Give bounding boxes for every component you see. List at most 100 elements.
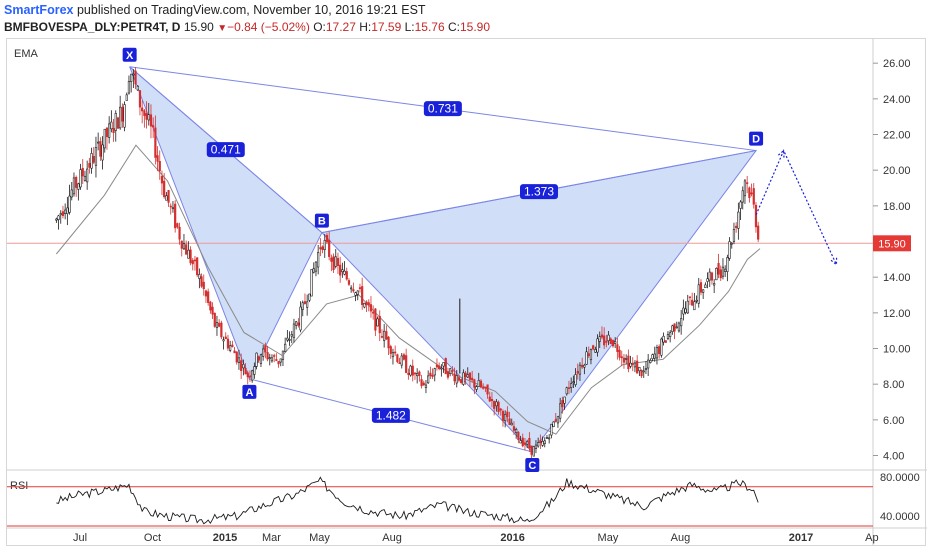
price-tick-label: 18.00 (883, 201, 911, 213)
candle-body (127, 80, 131, 94)
candle-body (638, 366, 641, 372)
candle-body (94, 147, 98, 166)
candle-body (367, 302, 370, 306)
candle-body (363, 303, 366, 308)
candle-body (649, 360, 652, 363)
candle-body (517, 431, 520, 441)
author-link[interactable]: SmartForex (4, 3, 74, 17)
candle-body (160, 176, 164, 184)
candle-body (726, 257, 729, 272)
time-tick-label: Oct (144, 532, 161, 544)
candle-body (451, 370, 454, 373)
candle-body (627, 355, 630, 370)
candle-body (244, 367, 247, 375)
candle-body (200, 276, 203, 287)
candle-body (149, 114, 153, 127)
candle-body (119, 106, 122, 129)
candle-body (497, 401, 500, 412)
close-label: C: (448, 20, 460, 34)
candle-body (636, 360, 639, 374)
candle-body (565, 387, 568, 395)
candle-body (319, 247, 322, 250)
pattern-point-label: B (318, 216, 326, 228)
candle-body (757, 225, 760, 240)
candle-body (424, 384, 428, 388)
candle-body (550, 423, 553, 436)
candle-body (328, 239, 331, 257)
candle-body (576, 370, 579, 374)
candle-body (334, 256, 337, 267)
candle-body (383, 330, 386, 341)
candle-body (655, 347, 659, 359)
candle-body (323, 240, 326, 250)
candle-body (255, 352, 258, 367)
candle-body (622, 357, 626, 363)
candle-body (433, 368, 436, 376)
candle-body (411, 365, 414, 376)
low-value: 15.76 (414, 20, 445, 34)
candle-body (57, 215, 60, 220)
candle-body (724, 268, 727, 272)
candle-body (211, 306, 214, 315)
candle-body (444, 358, 447, 375)
pattern-point-label: C (528, 460, 536, 472)
candle-body (312, 268, 315, 273)
candle-body (123, 104, 126, 128)
candle-body (105, 127, 109, 138)
time-tick-label: 2016 (500, 532, 524, 544)
candle-body (262, 348, 265, 357)
candle-body (209, 301, 212, 311)
candle-body (339, 264, 342, 276)
candle-body (431, 374, 434, 377)
candle-body (154, 127, 157, 158)
candle-body (270, 357, 274, 362)
rsi-tick-label: 80.0000 (880, 472, 920, 484)
candle-body (352, 289, 355, 292)
candle-body (510, 422, 513, 426)
pattern-point-label: A (245, 387, 253, 399)
candle-body (103, 128, 106, 149)
ratio-label-text: 0.471 (211, 143, 241, 157)
time-tick-label: Ap (865, 532, 878, 544)
candle-body (321, 246, 324, 250)
candle-body (721, 266, 725, 277)
candle-body (594, 349, 597, 353)
candle-body (391, 352, 395, 358)
candle-body (213, 312, 216, 327)
candle-body (556, 416, 560, 424)
candle-body (361, 286, 364, 306)
candle-body (713, 283, 716, 286)
candle-body (125, 94, 128, 101)
time-tick-label: May (309, 532, 330, 544)
pattern-point-box (122, 47, 137, 62)
candle-body (647, 359, 650, 369)
candle-body (242, 363, 245, 369)
candle-body (548, 437, 551, 440)
candle-body (743, 180, 747, 197)
candle-body (629, 362, 632, 367)
candle-body (640, 370, 643, 377)
ratio-label-box (371, 407, 410, 423)
candle-body (435, 364, 439, 368)
pattern-point-box (525, 457, 540, 472)
candle-body (457, 377, 461, 381)
candle-body (266, 352, 269, 360)
candle-body (633, 362, 637, 368)
candle-body (101, 144, 104, 161)
candle-body (141, 107, 144, 112)
candle-body (699, 282, 703, 293)
candle-body (521, 437, 524, 447)
candle-body (620, 356, 623, 359)
pattern-point-box (749, 131, 764, 146)
candle-body (75, 177, 78, 188)
candle-body (152, 125, 155, 128)
candle-body (358, 287, 362, 289)
candle-body (378, 316, 381, 334)
candle-body (587, 353, 590, 356)
candle-body (739, 201, 742, 209)
candle-body (484, 386, 487, 389)
candle-body (237, 357, 241, 363)
candle-body (231, 344, 234, 348)
candle-body (138, 90, 142, 108)
